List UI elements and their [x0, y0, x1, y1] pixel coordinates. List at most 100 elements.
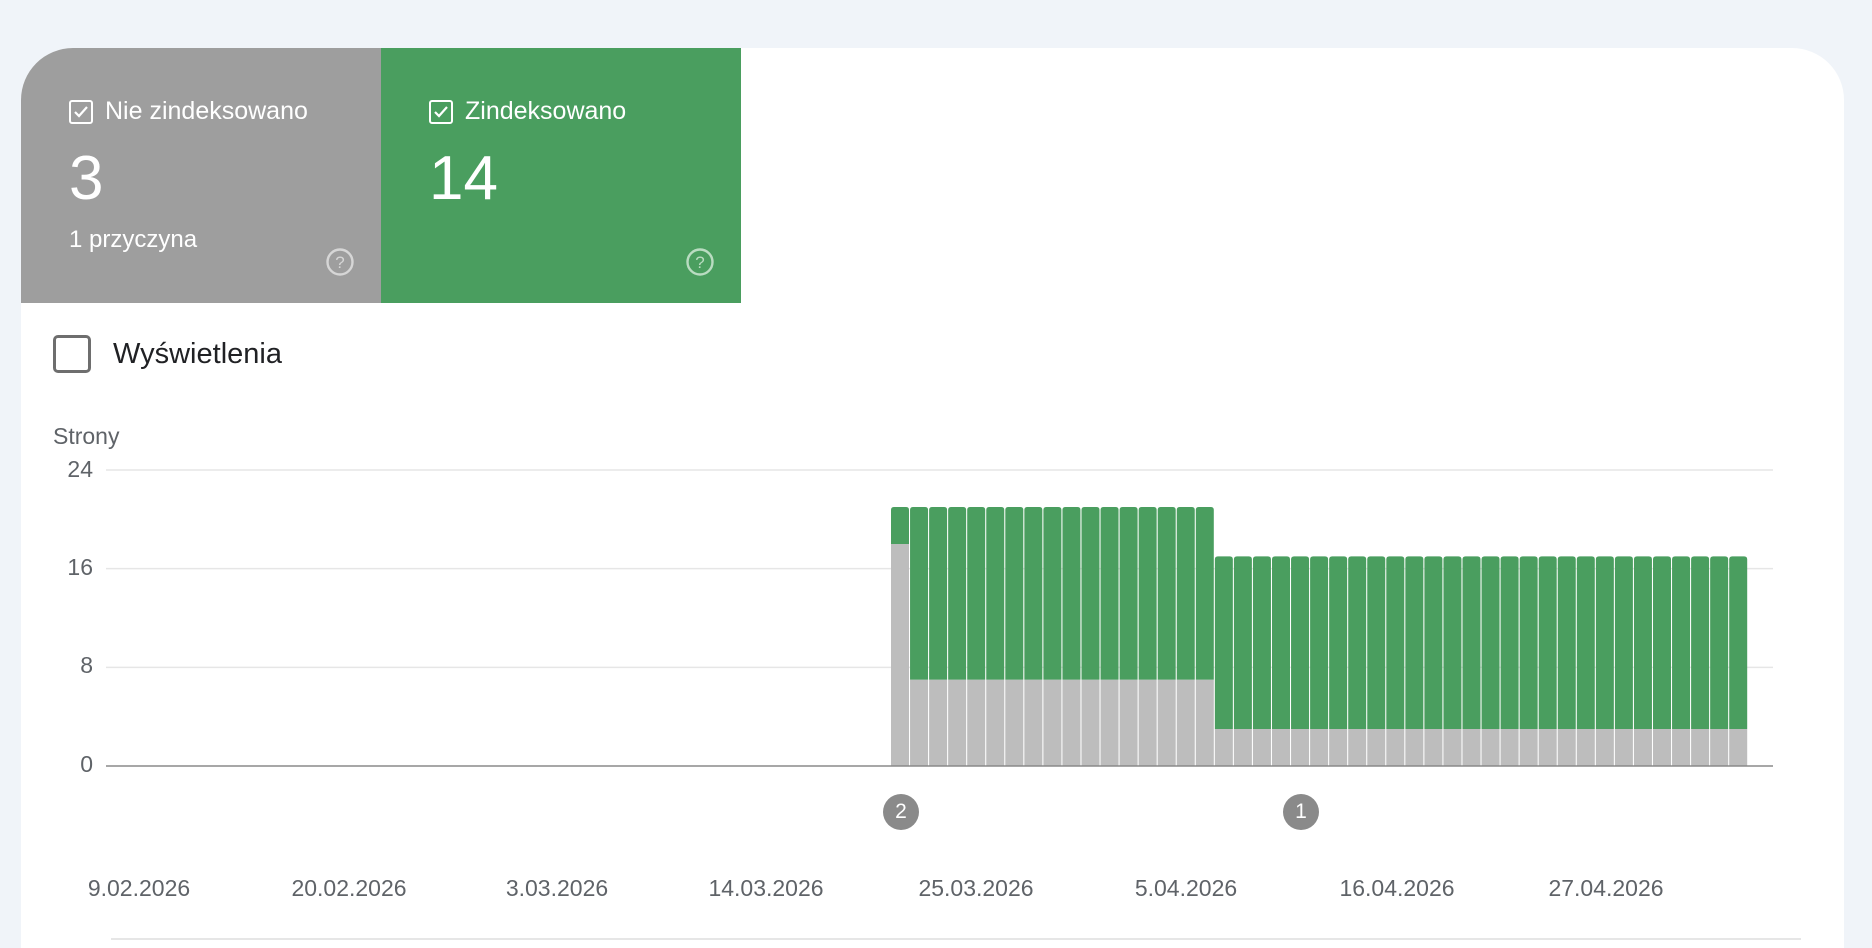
checkbox-checked-icon[interactable]	[69, 99, 93, 124]
bar-segment-indexed[interactable]	[1500, 556, 1519, 729]
bar-segment-not-indexed[interactable]	[986, 679, 1005, 766]
bar-segment-not-indexed[interactable]	[1252, 729, 1271, 766]
bar-segment-indexed[interactable]	[1462, 556, 1481, 729]
bar-segment-not-indexed[interactable]	[1081, 679, 1100, 766]
bar-segment-not-indexed[interactable]	[1214, 729, 1233, 766]
bar-segment-not-indexed[interactable]	[1367, 729, 1386, 766]
tile-not-indexed[interactable]: Nie zindeksowano 3 1 przyczyna ?	[21, 48, 381, 303]
bar-segment-not-indexed[interactable]	[1386, 729, 1405, 766]
bar-segment-indexed[interactable]	[948, 507, 967, 680]
bar-segment-not-indexed[interactable]	[1557, 729, 1576, 766]
bar-segment-indexed[interactable]	[1024, 507, 1043, 680]
bar-segment-not-indexed[interactable]	[1424, 729, 1443, 766]
bar-segment-indexed[interactable]	[1614, 556, 1633, 729]
bar-segment-indexed[interactable]	[1195, 507, 1214, 680]
bar-segment-indexed[interactable]	[1043, 507, 1062, 680]
bar-segment-indexed[interactable]	[1538, 556, 1557, 729]
bar-segment-indexed[interactable]	[1310, 556, 1329, 729]
bar-segment-indexed[interactable]	[1081, 507, 1100, 680]
bar-segment-not-indexed[interactable]	[1519, 729, 1538, 766]
bar-segment-indexed[interactable]	[1633, 556, 1652, 729]
bar-segment-not-indexed[interactable]	[1024, 679, 1043, 766]
bar-segment-indexed[interactable]	[1176, 507, 1195, 680]
bar-segment-indexed[interactable]	[1557, 556, 1576, 729]
bar-segment-not-indexed[interactable]	[1633, 729, 1652, 766]
annotation-marker[interactable]: 1	[1283, 794, 1319, 830]
bar-segment-not-indexed[interactable]	[1138, 679, 1157, 766]
bar-segment-indexed[interactable]	[1252, 556, 1271, 729]
checkbox-checked-icon[interactable]	[429, 99, 453, 124]
bar-segment-not-indexed[interactable]	[1119, 679, 1138, 766]
bar-segment-not-indexed[interactable]	[1100, 679, 1119, 766]
bar-segment-indexed[interactable]	[1672, 556, 1691, 729]
bar-segment-not-indexed[interactable]	[1672, 729, 1691, 766]
bar-segment-not-indexed[interactable]	[910, 679, 929, 766]
bar-segment-not-indexed[interactable]	[1062, 679, 1081, 766]
bar-segment-indexed[interactable]	[986, 507, 1005, 680]
bar-segment-indexed[interactable]	[1481, 556, 1500, 729]
bar-segment-indexed[interactable]	[891, 507, 909, 544]
bar-segment-not-indexed[interactable]	[1405, 729, 1424, 766]
bar-segment-not-indexed[interactable]	[1443, 729, 1462, 766]
bar-segment-not-indexed[interactable]	[1538, 729, 1557, 766]
bar-segment-indexed[interactable]	[1367, 556, 1386, 729]
bar-segment-not-indexed[interactable]	[1710, 729, 1729, 766]
bar-segment-indexed[interactable]	[1691, 556, 1710, 729]
bar-segment-not-indexed[interactable]	[1691, 729, 1710, 766]
bar-segment-not-indexed[interactable]	[1653, 729, 1671, 766]
bar-segment-not-indexed[interactable]	[1462, 729, 1481, 766]
bar-segment-not-indexed[interactable]	[929, 679, 948, 766]
annotation-marker[interactable]: 2	[883, 794, 919, 830]
bar-segment-indexed[interactable]	[1653, 556, 1671, 729]
bar-segment-not-indexed[interactable]	[948, 679, 967, 766]
bar-segment-indexed[interactable]	[1729, 556, 1748, 729]
bar-segment-indexed[interactable]	[1519, 556, 1538, 729]
bar-segment-not-indexed[interactable]	[1310, 729, 1329, 766]
bar-segment-not-indexed[interactable]	[1481, 729, 1500, 766]
bar-segment-indexed[interactable]	[1062, 507, 1081, 680]
bar-segment-indexed[interactable]	[1214, 556, 1233, 729]
bar-segment-not-indexed[interactable]	[1176, 679, 1195, 766]
bar-segment-not-indexed[interactable]	[1595, 729, 1614, 766]
bar-segment-not-indexed[interactable]	[1233, 729, 1252, 766]
impressions-toggle[interactable]: Wyświetlenia	[53, 335, 282, 373]
bar-segment-indexed[interactable]	[1233, 556, 1252, 729]
bar-segment-indexed[interactable]	[967, 507, 986, 680]
bar-segment-indexed[interactable]	[1100, 507, 1119, 680]
bar-segment-indexed[interactable]	[1138, 507, 1157, 680]
bar-segment-indexed[interactable]	[1329, 556, 1348, 729]
bar-segment-indexed[interactable]	[1424, 556, 1443, 729]
bar-segment-indexed[interactable]	[1005, 507, 1024, 680]
bar-segment-not-indexed[interactable]	[1614, 729, 1633, 766]
bar-segment-not-indexed[interactable]	[1043, 679, 1062, 766]
tile-indexed[interactable]: Zindeksowano 14 ?	[381, 48, 741, 303]
bar-segment-indexed[interactable]	[1576, 556, 1595, 729]
bar-segment-not-indexed[interactable]	[1729, 729, 1748, 766]
bar-segment-not-indexed[interactable]	[1291, 729, 1310, 766]
bar-segment-indexed[interactable]	[1386, 556, 1405, 729]
checkbox-unchecked-icon[interactable]	[53, 335, 91, 373]
bar-segment-not-indexed[interactable]	[1005, 679, 1024, 766]
bar-segment-indexed[interactable]	[1710, 556, 1729, 729]
bar-segment-indexed[interactable]	[1157, 507, 1176, 680]
bar-segment-indexed[interactable]	[1119, 507, 1138, 680]
bar-segment-indexed[interactable]	[1405, 556, 1424, 729]
bar-segment-not-indexed[interactable]	[891, 544, 909, 766]
bar-segment-indexed[interactable]	[1595, 556, 1614, 729]
bar-segment-not-indexed[interactable]	[1157, 679, 1176, 766]
bar-segment-indexed[interactable]	[1272, 556, 1290, 729]
bar-segment-indexed[interactable]	[1348, 556, 1367, 729]
bar-segment-not-indexed[interactable]	[1195, 679, 1214, 766]
bar-segment-not-indexed[interactable]	[1272, 729, 1290, 766]
bar-segment-not-indexed[interactable]	[1576, 729, 1595, 766]
bar-segment-indexed[interactable]	[1443, 556, 1462, 729]
bar-segment-indexed[interactable]	[929, 507, 948, 680]
help-icon[interactable]: ?	[685, 247, 715, 277]
bar-segment-not-indexed[interactable]	[967, 679, 986, 766]
bar-segment-not-indexed[interactable]	[1329, 729, 1348, 766]
bar-segment-not-indexed[interactable]	[1348, 729, 1367, 766]
bar-segment-indexed[interactable]	[1291, 556, 1310, 729]
bar-segment-indexed[interactable]	[910, 507, 929, 680]
help-icon[interactable]: ?	[325, 247, 355, 277]
bar-segment-not-indexed[interactable]	[1500, 729, 1519, 766]
